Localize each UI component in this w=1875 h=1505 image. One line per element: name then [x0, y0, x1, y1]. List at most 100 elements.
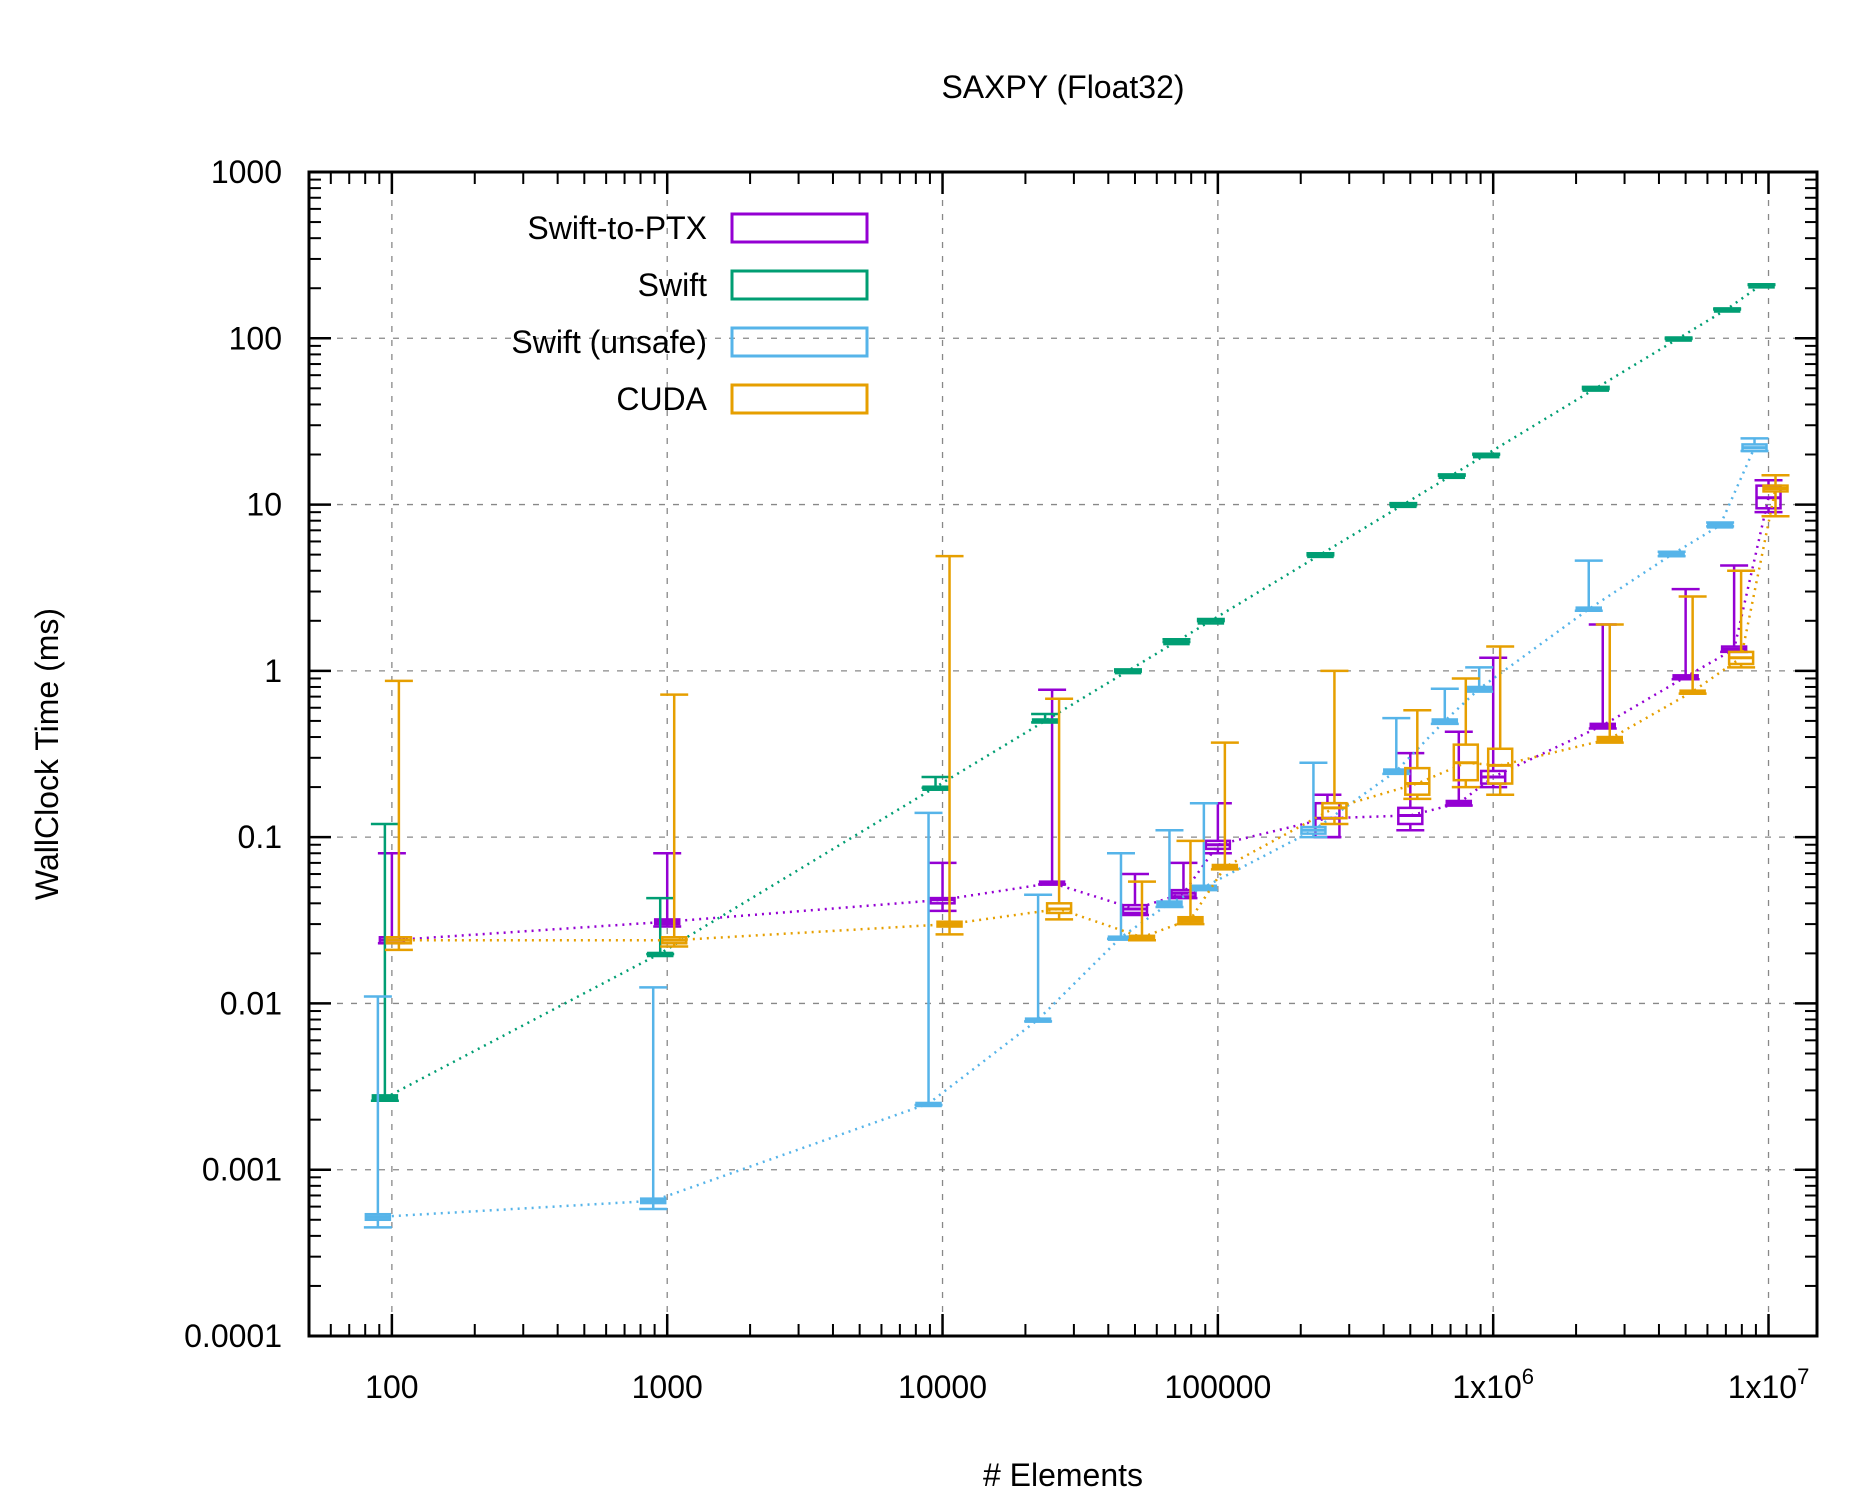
y-tick-label: 0.01 [220, 985, 282, 1021]
legend-swatch [730, 269, 869, 301]
x-tick-labels: 100 1000 10000 100000 1x106 1x107 [365, 1364, 1809, 1405]
box-whisker [1113, 668, 1142, 675]
chart-title: SAXPY (Float32) [941, 69, 1184, 105]
x-axis-label: # Elements [983, 1457, 1143, 1493]
legend-item: Swift-to-PTX [527, 210, 869, 246]
box-whisker [1403, 708, 1432, 801]
series-layer [363, 283, 1790, 1229]
legend-item: Swift [638, 267, 869, 303]
box-whisker [370, 822, 399, 1102]
box-whisker [1727, 569, 1756, 669]
series-line [391, 497, 1770, 942]
box-whisker [1678, 595, 1707, 695]
x-tick-label: 100000 [1164, 1369, 1271, 1405]
box-whisker [1664, 336, 1693, 342]
box-whisker [1740, 437, 1769, 453]
x-tick-label: 1x106 [1452, 1364, 1534, 1405]
legend-label: Swift-to-PTX [527, 210, 707, 246]
box-whisker [646, 896, 675, 958]
axes-ticks [308, 170, 1817, 1338]
box-whisker [1747, 283, 1776, 289]
box-whisker [653, 852, 682, 928]
box-whisker [1451, 677, 1480, 789]
y-axis-label: WallClock Time (ms) [29, 608, 65, 900]
box-whisker [1106, 852, 1135, 941]
box-whisker [1713, 307, 1742, 313]
box-whisker [1169, 861, 1198, 900]
box-whisker [1430, 687, 1459, 726]
series-cuda [384, 474, 1790, 952]
x-tick-label: 100 [365, 1369, 418, 1405]
series-line [398, 488, 1777, 942]
box-whisker [1595, 623, 1624, 744]
box-whisker [1120, 872, 1149, 917]
box-whisker [384, 679, 413, 952]
legend-label: CUDA [616, 381, 707, 417]
box-whisker [1189, 801, 1218, 892]
legend-label: Swift (unsafe) [511, 324, 707, 360]
legend: Swift-to-PTX Swift Swift (unsafe) CUDA [511, 210, 869, 417]
series-swift-unsafe- [363, 437, 1769, 1229]
y-tick-label: 0.0001 [184, 1318, 282, 1354]
y-tick-label: 1 [264, 653, 282, 689]
box-whisker [1486, 645, 1515, 796]
box [1404, 766, 1431, 796]
legend-swatch [730, 212, 869, 244]
series-swift-to-ptx [377, 479, 1783, 945]
box-whisker [928, 861, 957, 913]
box-whisker [1761, 474, 1790, 518]
box-whisker [1024, 893, 1053, 1023]
legend-swatch [730, 383, 869, 415]
box-whisker [1581, 385, 1610, 392]
box-whisker [1162, 637, 1191, 646]
box-whisker [921, 775, 950, 791]
plot-frame [307, 170, 1819, 1338]
legend-swatch [730, 326, 869, 358]
box-whisker [1444, 730, 1473, 807]
box-whisker [1479, 656, 1508, 789]
box-whisker [1472, 452, 1501, 459]
x-tick-label: 1000 [632, 1369, 703, 1405]
box-whisker [1320, 669, 1349, 826]
box [1321, 801, 1348, 820]
y-tick-labels: 0.0001 0.001 0.01 0.1 1 10 100 1000 [184, 154, 282, 1354]
y-tick-label: 0.001 [202, 1152, 282, 1188]
box-whisker [1671, 587, 1700, 681]
legend-item: Swift (unsafe) [511, 324, 869, 360]
box-whisker [1396, 751, 1425, 832]
box-whisker [1176, 839, 1205, 926]
box-whisker [377, 852, 406, 945]
box-whisker [1031, 712, 1060, 724]
y-tick-label: 10 [246, 487, 282, 523]
grid [309, 172, 1817, 1336]
legend-label: Swift [638, 267, 707, 303]
legend-item: CUDA [616, 381, 869, 417]
box-whisker [1574, 559, 1603, 612]
box-whisker [1706, 521, 1735, 529]
box-whisker [935, 554, 964, 936]
box-whisker [1155, 829, 1184, 909]
x-tick-label: 1x107 [1728, 1364, 1810, 1405]
series-line [377, 447, 1756, 1219]
box-whisker [639, 986, 668, 1211]
box-whisker [1045, 697, 1074, 921]
x-tick-label: 10000 [898, 1369, 987, 1405]
box-whisker [1465, 666, 1494, 693]
y-tick-label: 1000 [211, 154, 282, 190]
box-whisker [1196, 617, 1225, 625]
box-whisker [1437, 473, 1466, 480]
box-whisker [1299, 761, 1328, 839]
y-tick-label: 0.1 [238, 819, 282, 855]
box-whisker [1203, 801, 1232, 855]
box-whisker [1210, 741, 1239, 871]
series-line [384, 283, 1763, 1100]
box-whisker [1588, 623, 1617, 730]
y-tick-label: 100 [229, 320, 282, 356]
box-whisker [1382, 716, 1411, 776]
box-whisker [914, 811, 943, 1108]
box-whisker [1306, 551, 1335, 559]
box-whisker [363, 995, 392, 1229]
box-whisker [1389, 501, 1418, 509]
box-whisker [1127, 880, 1156, 942]
